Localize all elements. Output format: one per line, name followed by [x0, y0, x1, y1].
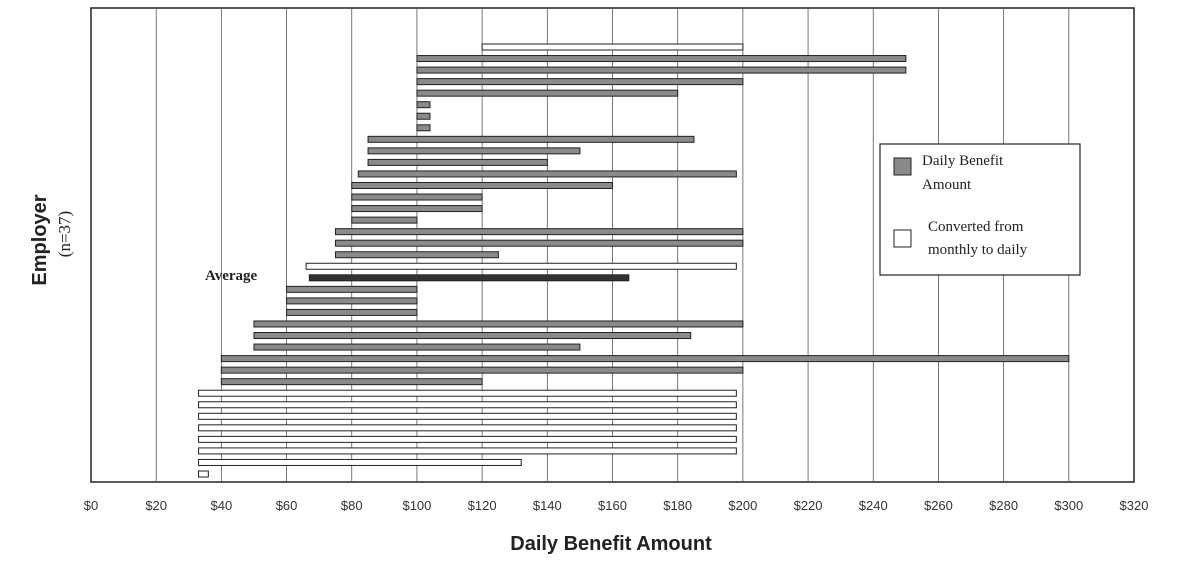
x-tick-label: $180 — [663, 498, 692, 513]
y-axis-subtitle: (n=37) — [55, 211, 74, 257]
range-bar-converted — [198, 447, 737, 455]
x-tick-label: $160 — [598, 498, 627, 513]
range-bar-converted — [198, 389, 737, 397]
y-axis-title: Employer — [29, 194, 51, 285]
range-bar-daily — [351, 205, 483, 213]
x-tick-label: $120 — [468, 498, 497, 513]
range-bar-daily — [253, 320, 744, 328]
x-tick-label: $100 — [402, 498, 431, 513]
range-bar-converted — [198, 412, 737, 420]
range-bar-converted — [481, 43, 744, 51]
range-bar-converted — [305, 262, 737, 270]
x-axis-title: Daily Benefit Amount — [510, 533, 712, 555]
average-annotation: Average — [205, 268, 258, 284]
x-tick-label: $0 — [84, 498, 98, 513]
range-bar-daily — [351, 216, 418, 224]
legend-swatch-converted — [893, 229, 912, 248]
range-bar-converted — [198, 435, 737, 443]
x-tick-label: $240 — [859, 498, 888, 513]
range-bar-daily — [367, 147, 581, 155]
range-bar-daily — [334, 228, 744, 236]
bars-group — [198, 43, 1070, 478]
range-bar-daily — [367, 135, 695, 143]
range-bar-daily — [220, 378, 483, 386]
range-bar-daily — [220, 366, 744, 374]
range-bar-daily — [334, 251, 499, 259]
legend-label-daily-line2: Amount — [922, 177, 972, 193]
range-bar-converted — [198, 458, 522, 466]
legend-label-converted-line2: monthly to daily — [928, 242, 1028, 258]
range-bar-daily — [416, 112, 431, 120]
range-bar-daily — [416, 124, 431, 132]
range-bar-daily — [334, 239, 744, 247]
range-bar-daily — [416, 101, 431, 109]
x-tick-label: $260 — [924, 498, 953, 513]
range-bar-average — [308, 274, 630, 282]
x-tick-label: $80 — [341, 498, 363, 513]
x-tick-label: $60 — [276, 498, 298, 513]
x-tick-labels: $0 $20 $40 $60 $80 $100 $120 $140 $160 $180 $200 $2… — [84, 498, 1149, 513]
range-bar-converted — [198, 401, 737, 409]
range-bar-daily — [220, 355, 1070, 363]
range-bar-daily — [253, 343, 581, 351]
x-tick-label: $220 — [794, 498, 823, 513]
range-bar-daily — [351, 181, 613, 189]
x-tick-label: $20 — [145, 498, 167, 513]
legend-box — [879, 143, 1081, 276]
range-bar-daily — [416, 55, 907, 63]
range-bar-daily — [416, 78, 744, 86]
range-bar-daily — [351, 193, 483, 201]
legend: Daily Benefit Amount Converted from mont… — [879, 143, 1081, 276]
range-bar-converted — [198, 470, 209, 478]
x-tick-label: $280 — [989, 498, 1018, 513]
range-bar-daily — [357, 170, 737, 178]
range-bar-daily — [286, 285, 418, 293]
x-tick-label: $140 — [533, 498, 562, 513]
range-bar-converted — [198, 424, 737, 432]
range-bar-daily — [286, 297, 418, 305]
range-bar-daily — [286, 308, 418, 316]
x-tick-label: $40 — [211, 498, 233, 513]
x-tick-label: $300 — [1054, 498, 1083, 513]
legend-label-converted-line1: Converted from — [928, 219, 1024, 235]
range-bar-daily — [416, 66, 907, 74]
range-bar-daily — [367, 158, 548, 166]
range-bar-daily — [416, 89, 679, 97]
x-tick-label: $200 — [728, 498, 757, 513]
x-tick-label: $320 — [1120, 498, 1149, 513]
legend-swatch-daily — [893, 157, 912, 176]
legend-label-daily-line1: Daily Benefit — [922, 153, 1004, 169]
range-bar-daily — [253, 332, 692, 340]
